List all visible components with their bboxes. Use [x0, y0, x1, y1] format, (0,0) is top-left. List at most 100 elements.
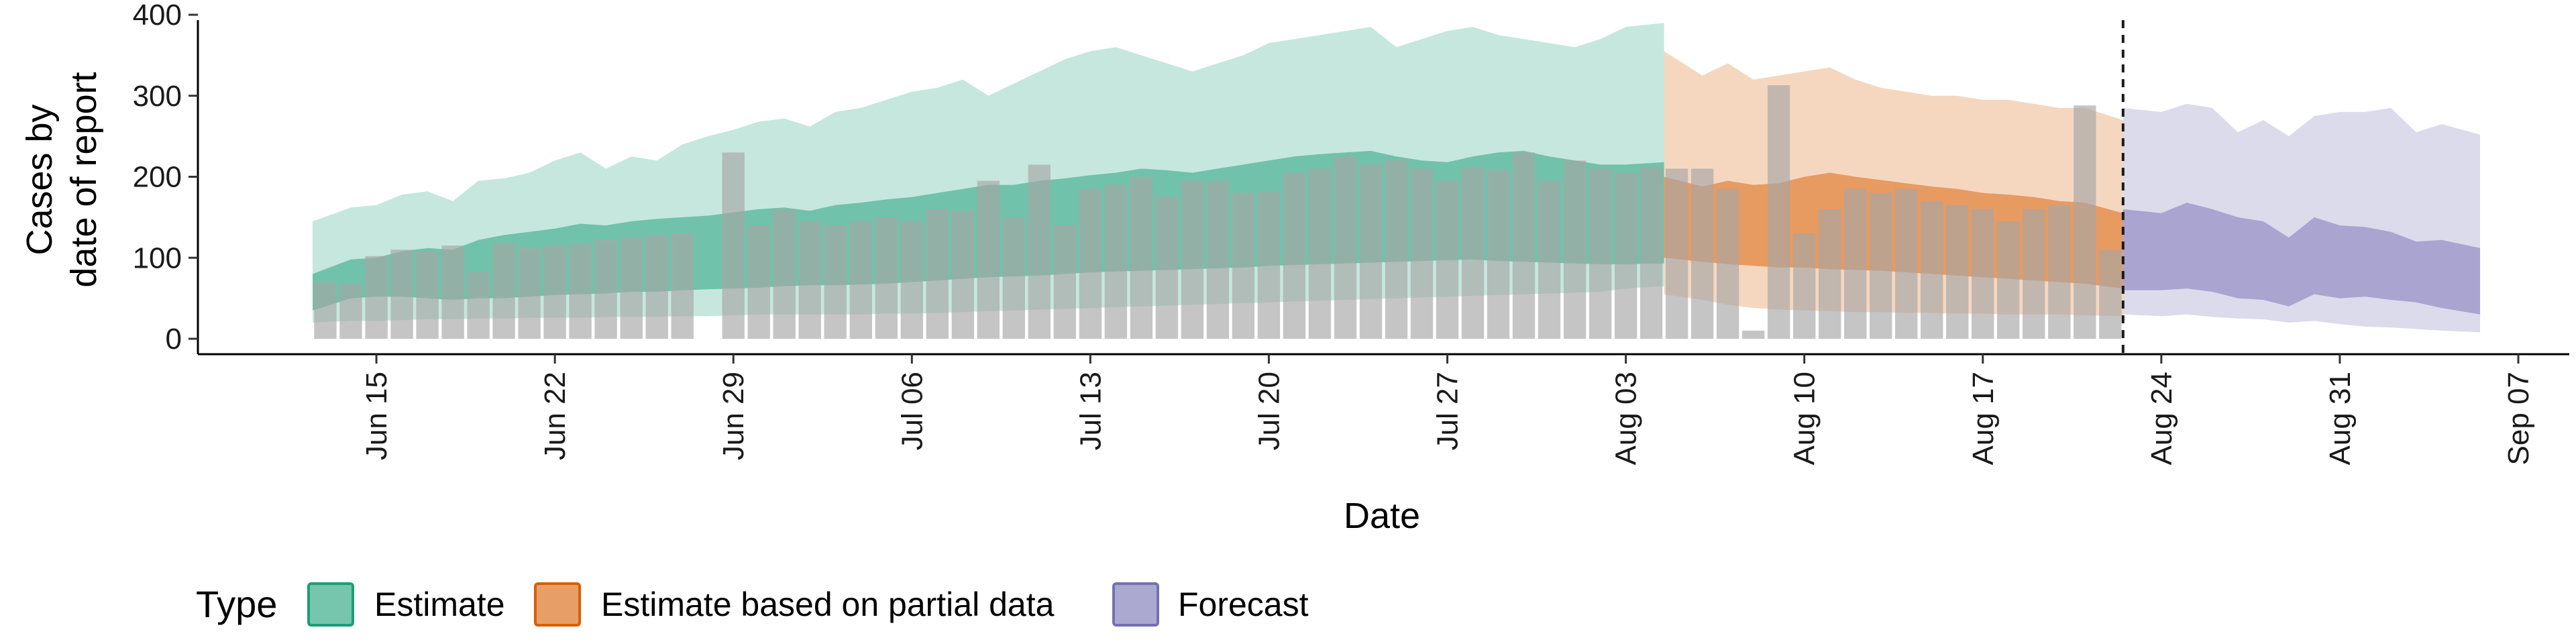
bar-reported-2020-06-17: [416, 251, 439, 339]
bar-reported-2020-06-23: [569, 244, 592, 339]
bar-reported-2020-06-13: [314, 282, 337, 339]
bar-reported-2020-07-06: [900, 221, 923, 339]
bar-reported-2020-06-27: [671, 233, 694, 339]
bar-reported-2020-07-10: [1002, 217, 1025, 339]
bar-reported-2020-06-24: [594, 239, 617, 339]
bar-reported-2020-07-14: [1104, 184, 1128, 339]
bar-reported-2020-07-24: [1359, 164, 1383, 339]
bar-reported-2020-07-03: [824, 225, 847, 339]
bar-reported-2020-08-18: [1997, 221, 2020, 339]
x-tick-label-2020-06-29: Jun 29: [717, 372, 750, 460]
bar-reported-2020-08-09: [1767, 85, 1790, 339]
bar-reported-2020-08-05: [1665, 168, 1688, 339]
x-axis-title: Date: [1344, 496, 1420, 536]
y-tick-label-100: 100: [133, 241, 182, 274]
bar-reported-2020-07-08: [951, 211, 974, 339]
bar-reported-2020-07-22: [1308, 168, 1332, 339]
x-tick-label-2020-07-13: Jul 13: [1074, 372, 1107, 450]
y-tick-label-200: 200: [133, 161, 182, 194]
bar-reported-2020-08-10: [1793, 233, 1816, 339]
bar-reported-2020-07-05: [875, 217, 898, 339]
bar-reported-2020-08-08: [1741, 330, 1765, 339]
bar-reported-2020-08-15: [1921, 201, 1943, 339]
ribbon-50-forecast: [2123, 203, 2480, 315]
bar-reported-2020-07-09: [977, 180, 1000, 339]
x-tick-label-2020-08-17: Aug 17: [1967, 372, 2000, 465]
bar-reported-2020-06-29: [722, 152, 745, 339]
bar-reported-2020-07-23: [1334, 156, 1357, 339]
bar-reported-2020-06-20: [492, 243, 515, 339]
x-tick-label-2020-06-22: Jun 22: [539, 372, 572, 460]
y-tick-label-400: 400: [133, 0, 182, 32]
legend-key-estimate: [307, 582, 354, 627]
bar-reported-2020-07-04: [849, 221, 872, 339]
bar-reported-2020-06-21: [518, 248, 541, 339]
y-tick-label-0: 0: [166, 323, 182, 356]
bar-reported-2020-07-17: [1181, 180, 1204, 339]
legend-key-partial: [534, 582, 581, 627]
bar-reported-2020-07-11: [1028, 164, 1051, 339]
bar-reported-2020-06-22: [543, 246, 566, 339]
x-tick-label-2020-08-03: Aug 03: [1610, 372, 1643, 465]
bar-reported-2020-07-20: [1257, 191, 1281, 339]
bar-reported-2020-06-14: [339, 283, 362, 339]
bar-reported-2020-08-19: [2023, 209, 2045, 339]
x-axis-ticks: Jun 15 Jun 22 Jun 29 Jul 06 Jul 13 Jul 20 Jul …: [360, 354, 2535, 465]
bar-reported-2020-07-19: [1232, 193, 1255, 339]
bar-reported-2020-07-18: [1206, 180, 1230, 339]
bar-reported-2020-07-07: [926, 209, 949, 339]
bar-reported-2020-07-30: [1512, 152, 1536, 339]
y-axis-title-line1: Cases by: [19, 104, 60, 255]
x-tick-label-2020-09-07: Sep 07: [2502, 372, 2535, 465]
bar-reported-2020-06-19: [467, 272, 490, 339]
bar-reported-2020-06-30: [747, 225, 770, 339]
y-axis-title-line2: date of report: [64, 72, 104, 287]
bar-reported-2020-06-25: [620, 237, 643, 339]
bar-reported-2020-08-11: [1819, 209, 1841, 339]
bar-reported-2020-08-02: [1589, 168, 1612, 339]
legend-label-estimate: Estimate: [374, 586, 505, 623]
y-axis-ticks: 0 100 200 300 400: [133, 0, 198, 356]
legend-key-forecast: [1112, 582, 1159, 627]
x-tick-label-2020-07-20: Jul 20: [1252, 372, 1285, 450]
bar-reported-2020-07-29: [1487, 170, 1510, 339]
bar-reported-2020-08-04: [1640, 167, 1663, 339]
bar-reported-2020-08-21: [2074, 105, 2096, 339]
legend: Type Estimate Estimate based on partial …: [196, 582, 1309, 627]
bar-reported-2020-08-14: [1895, 189, 1918, 339]
bar-reported-2020-07-02: [798, 221, 821, 339]
bar-reported-2020-08-17: [1972, 209, 1994, 339]
bar-reported-2020-07-15: [1130, 176, 1153, 339]
bar-reported-2020-06-26: [645, 235, 668, 339]
legend-label-partial: Estimate based on partial data: [601, 586, 1055, 623]
x-tick-label-2020-08-10: Aug 10: [1788, 372, 1821, 465]
bar-reported-2020-06-16: [390, 250, 413, 339]
bars-layer: [314, 85, 2122, 339]
bar-reported-2020-06-18: [441, 246, 464, 339]
bar-reported-2020-07-28: [1461, 167, 1485, 339]
bar-reported-2020-08-01: [1563, 160, 1587, 339]
bar-reported-2020-07-01: [773, 209, 796, 339]
legend-label-forecast: Forecast: [1178, 586, 1309, 623]
bar-reported-2020-07-21: [1283, 172, 1306, 339]
y-tick-label-300: 300: [133, 80, 182, 113]
bar-reported-2020-07-27: [1436, 180, 1459, 339]
bar-reported-2020-07-13: [1079, 189, 1102, 339]
bar-reported-2020-08-12: [1844, 189, 1867, 339]
bar-reported-2020-06-15: [365, 256, 388, 339]
bar-reported-2020-08-20: [2048, 205, 2071, 339]
bar-reported-2020-08-13: [1870, 193, 1892, 339]
bar-reported-2020-08-22: [2099, 250, 2122, 339]
bar-reported-2020-07-26: [1410, 168, 1434, 339]
x-tick-label-2020-08-31: Aug 31: [2324, 372, 2357, 465]
x-tick-label-2020-08-24: Aug 24: [2145, 372, 2178, 465]
bar-reported-2020-07-31: [1538, 180, 1561, 339]
bar-reported-2020-07-16: [1155, 197, 1179, 339]
x-tick-label-2020-07-27: Jul 27: [1432, 372, 1464, 450]
bar-reported-2020-08-03: [1614, 172, 1638, 339]
bar-reported-2020-08-07: [1716, 189, 1739, 339]
bar-reported-2020-08-06: [1690, 168, 1714, 339]
legend-title: Type: [196, 583, 277, 625]
x-tick-label-2020-06-15: Jun 15: [360, 372, 393, 460]
